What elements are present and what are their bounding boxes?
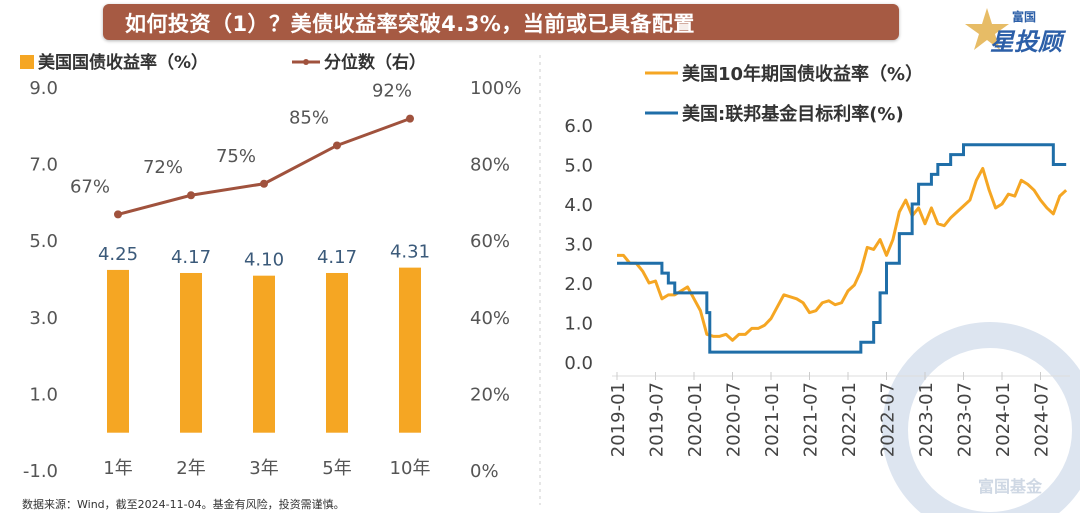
left-axis-tick: -1.0	[23, 461, 58, 482]
watermark-text: 富国基金	[978, 477, 1043, 496]
percentile-data-label: 92%	[372, 81, 412, 102]
bar-yield	[326, 272, 348, 433]
category-tick: 2年	[176, 458, 205, 479]
bar-data-label: 4.17	[317, 247, 357, 268]
bar-data-label: 4.17	[171, 247, 211, 268]
percentile-data-label: 72%	[143, 157, 183, 178]
y-axis-tick: 2.0	[564, 274, 593, 295]
x-axis-tick: 2020-07	[724, 382, 745, 457]
category-tick: 5年	[322, 458, 351, 479]
x-axis-tick: 2020-01	[685, 382, 706, 457]
line-10y-yield	[617, 166, 1068, 342]
logo-small-text: 富国	[1012, 10, 1037, 24]
left-axis-tick: 3.0	[29, 308, 58, 329]
x-axis-tick: 2021-01	[762, 382, 783, 457]
percentile-data-label: 67%	[70, 176, 110, 197]
x-axis-tick: 2024-07	[1032, 382, 1053, 457]
right-axis-tick: 60%	[470, 231, 510, 252]
percentile-point	[260, 179, 268, 188]
legend-label-fed: 美国:联邦基金目标利率(%)	[682, 103, 904, 125]
bar-yield	[107, 269, 129, 433]
y-axis-tick: 0.0	[564, 353, 593, 374]
category-tick: 10年	[390, 458, 431, 479]
left-axis-tick: 9.0	[29, 78, 58, 99]
y-axis-tick: 5.0	[564, 156, 593, 177]
legend-label-10y: 美国10年期国债收益率（%）	[682, 63, 923, 85]
percentile-data-label: 85%	[289, 107, 329, 128]
title-banner	[103, 4, 899, 40]
star-icon	[965, 8, 1009, 50]
category-tick: 1年	[103, 458, 132, 479]
bar-yield	[180, 272, 202, 433]
x-axis-tick: 2023-07	[955, 382, 976, 457]
brand-logo: 富国 星投顾	[965, 4, 1075, 56]
y-axis-tick: 4.0	[564, 195, 593, 216]
y-axis-tick: 1.0	[564, 314, 593, 335]
left-axis-tick: 7.0	[29, 155, 58, 176]
right-axis-tick: 0%	[470, 461, 499, 482]
percentile-point	[333, 141, 341, 150]
x-axis-tick: 2022-01	[839, 382, 860, 457]
percentile-point	[114, 210, 122, 219]
x-axis-tick: 2021-07	[801, 382, 822, 457]
left-axis-tick: 5.0	[29, 231, 58, 252]
x-axis-tick: 2019-01	[608, 382, 629, 457]
x-axis-tick: 2023-01	[916, 382, 937, 457]
legend-label-percentile: 分位数（右）	[324, 52, 426, 73]
percentile-data-label: 75%	[216, 146, 256, 167]
right-axis-tick: 40%	[470, 308, 510, 329]
x-axis-tick: 2022-07	[878, 382, 899, 457]
legend-label-yield: 美国国债收益率（%）	[38, 52, 208, 73]
x-axis-tick: 2019-07	[647, 382, 668, 457]
percentile-point	[187, 191, 195, 200]
watermark-logo-icon	[882, 322, 1080, 513]
bar-yield	[253, 275, 275, 433]
left-axis-tick: 1.0	[29, 384, 58, 405]
bar-data-label: 4.31	[390, 242, 430, 263]
category-tick: 3年	[249, 458, 278, 479]
bar-data-label: 4.10	[244, 250, 284, 271]
legend-marker-percentile	[303, 59, 309, 65]
y-axis-tick: 6.0	[564, 116, 593, 137]
legend-swatch-yield	[20, 55, 34, 69]
logo-big-text: 星投顾	[990, 28, 1062, 56]
right-axis-tick: 80%	[470, 155, 510, 176]
right-axis-tick: 20%	[470, 384, 510, 405]
x-axis-tick: 2024-01	[993, 382, 1014, 457]
bar-data-label: 4.25	[98, 244, 138, 265]
data-source-note: 数据来源：Wind，截至2024-11-04。基金有风险，投资需谨慎。	[22, 498, 345, 511]
bar-yield	[399, 267, 421, 433]
y-axis-tick: 3.0	[564, 235, 593, 256]
page-title: 如何投资（1）？美债收益率突破4.3%，当前或已具备配置	[125, 12, 695, 36]
right-axis-tick: 100%	[470, 78, 521, 99]
percentile-point	[406, 114, 414, 123]
line-fed-funds-rate	[617, 143, 1067, 354]
